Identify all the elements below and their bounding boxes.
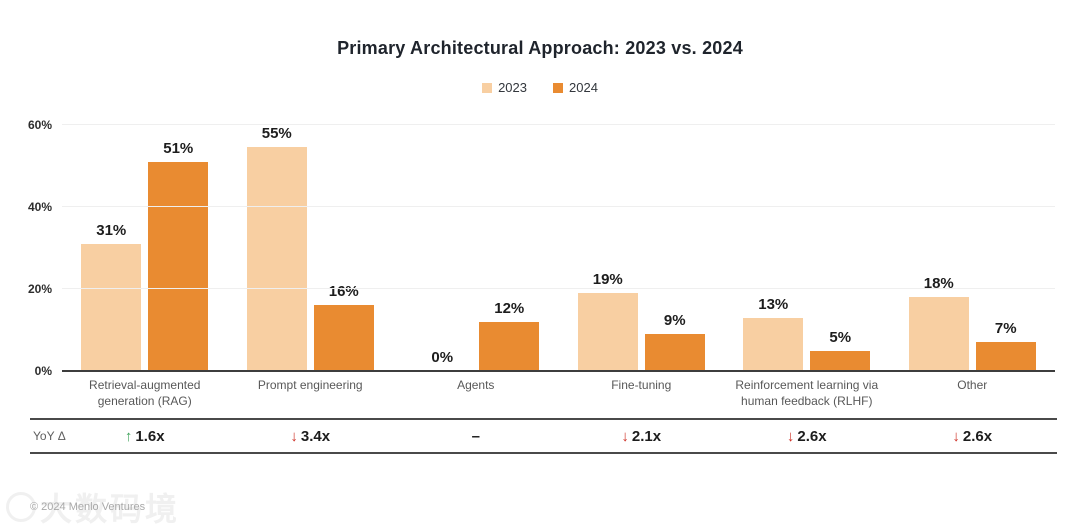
- yoy-cell: ↓ 2.1x: [559, 420, 725, 452]
- yoy-cell: –: [393, 420, 559, 452]
- y-tick-label: 60%: [27, 118, 52, 132]
- bar-value-label: 7%: [994, 320, 1017, 338]
- legend-label-2023: 2023: [498, 80, 527, 95]
- bar-value-label: 51%: [163, 139, 194, 157]
- y-tick-label: 20%: [27, 282, 52, 296]
- bar-column-2023: 0%: [412, 125, 472, 371]
- bar-column-2023: 55%: [246, 125, 307, 371]
- bar-group: 55% 16%: [228, 125, 394, 371]
- legend-item-2023: 2023: [482, 80, 527, 95]
- down-arrow-icon: ↓: [786, 427, 795, 445]
- bar-column-2023: 19%: [577, 125, 638, 371]
- yoy-cell: ↓ 2.6x: [724, 420, 890, 452]
- legend-label-2024: 2024: [569, 80, 598, 95]
- bar-value-label: 13%: [758, 295, 789, 313]
- yoy-cells: ↑ 1.6x ↓ 3.4x – ↓ 2.1x ↓ 2.6x ↓ 2.6x: [62, 420, 1055, 452]
- yoy-value: 2.6x: [962, 427, 993, 445]
- yoy-value: 2.6x: [797, 427, 827, 445]
- bar-column-2024: 51%: [148, 125, 209, 371]
- gridline: [62, 206, 1055, 207]
- bar-column-2023: 13%: [743, 125, 804, 371]
- bar-value-label: 5%: [829, 328, 852, 346]
- legend-item-2024: 2024: [553, 80, 598, 95]
- x-axis-label: Reinforcement learning via human feedbac…: [735, 378, 879, 409]
- bar-2024: [148, 161, 209, 371]
- x-axis-label: Agents: [457, 378, 495, 392]
- bar-value-label: 18%: [923, 275, 954, 293]
- watermark: 大数码境: [6, 484, 180, 530]
- x-axis-label: Fine-tuning: [611, 378, 672, 392]
- bar-group: 19% 9%: [559, 125, 725, 371]
- yoy-row: YoY Δ ↑ 1.6x ↓ 3.4x – ↓ 2.1x ↓ 2.6x ↓ 2.6x: [30, 418, 1057, 454]
- copyright-text: © 2024 Menlo Ventures: [30, 501, 146, 513]
- bar-value-label: 19%: [592, 271, 623, 289]
- chart-title: Primary Architectural Approach: 2023 vs.…: [337, 38, 743, 58]
- bar-value-label: 16%: [328, 283, 359, 301]
- bar-2023: [908, 297, 969, 371]
- bar-2023: [246, 147, 307, 371]
- legend: 2023 2024: [0, 80, 1080, 95]
- bar-2024: [810, 350, 871, 371]
- x-labels-row: Retrieval-augmented generation (RAG) Prom…: [62, 377, 1055, 409]
- gridline: [62, 288, 1055, 289]
- yoy-cell: ↓ 2.6x: [890, 420, 1056, 452]
- bar-column-2024: 9%: [644, 125, 705, 371]
- down-arrow-icon: ↓: [290, 427, 298, 445]
- bars-row: 31% 51% 55% 16% 0% 12% 19% 9% 13% 5% 18% 7%: [62, 125, 1055, 371]
- bar-2024: [975, 342, 1036, 371]
- y-tick-label: 40%: [27, 200, 52, 214]
- bar-2024: [313, 305, 374, 371]
- y-tick-label: 0%: [34, 364, 52, 378]
- watermark-text: 大数码境: [40, 491, 181, 527]
- x-axis-line: [62, 370, 1055, 372]
- yoy-value: –: [471, 427, 480, 445]
- plot-area: 31% 51% 55% 16% 0% 12% 19% 9% 13% 5% 18% 7% 0% 20% 40…: [28, 118, 1055, 378]
- bar-value-label: 9%: [663, 312, 686, 330]
- bar-value-label: 55%: [261, 125, 292, 142]
- up-arrow-icon: ↑: [124, 427, 133, 445]
- bar-2024: [479, 321, 540, 371]
- bar-2024: [644, 334, 705, 371]
- bar-group: 18% 7%: [890, 125, 1056, 371]
- down-arrow-icon: ↓: [621, 427, 629, 445]
- yoy-row-label: YoY Δ: [33, 429, 66, 443]
- bar-value-label: 31%: [96, 221, 127, 239]
- bar-value-label: 12%: [494, 299, 525, 317]
- watermark-logo-icon: [6, 492, 36, 522]
- yoy-cell: ↓ 3.4x: [228, 420, 394, 452]
- bar-2023: [81, 243, 142, 371]
- bar-column-2024: 7%: [975, 125, 1036, 371]
- legend-swatch-2024-icon: [553, 82, 563, 93]
- bar-value-label: 0%: [431, 349, 454, 366]
- bar-group: 31% 51%: [62, 125, 228, 371]
- bar-2023: [743, 317, 804, 371]
- bar-group: 13% 5%: [724, 125, 890, 371]
- yoy-value: 3.4x: [300, 427, 331, 445]
- bar-column-2023: 18%: [908, 125, 969, 371]
- bar-group: 0% 12%: [393, 125, 559, 371]
- bar-column-2024: 12%: [479, 125, 540, 371]
- x-axis-label: Retrieval-augmented generation (RAG): [89, 378, 201, 409]
- x-axis-label: Other: [957, 378, 988, 392]
- yoy-cell: ↑ 1.6x: [62, 420, 228, 452]
- yoy-value: 1.6x: [135, 427, 165, 445]
- down-arrow-icon: ↓: [952, 427, 960, 445]
- gridline: [62, 124, 1055, 125]
- bar-column-2024: 16%: [313, 125, 374, 371]
- bar-2023: [577, 293, 638, 371]
- yoy-value: 2.1x: [631, 427, 662, 445]
- x-axis-label: Prompt engineering: [257, 378, 363, 392]
- bar-column-2024: 5%: [810, 125, 871, 371]
- legend-swatch-2023-icon: [482, 82, 493, 93]
- bar-column-2023: 31%: [81, 125, 142, 371]
